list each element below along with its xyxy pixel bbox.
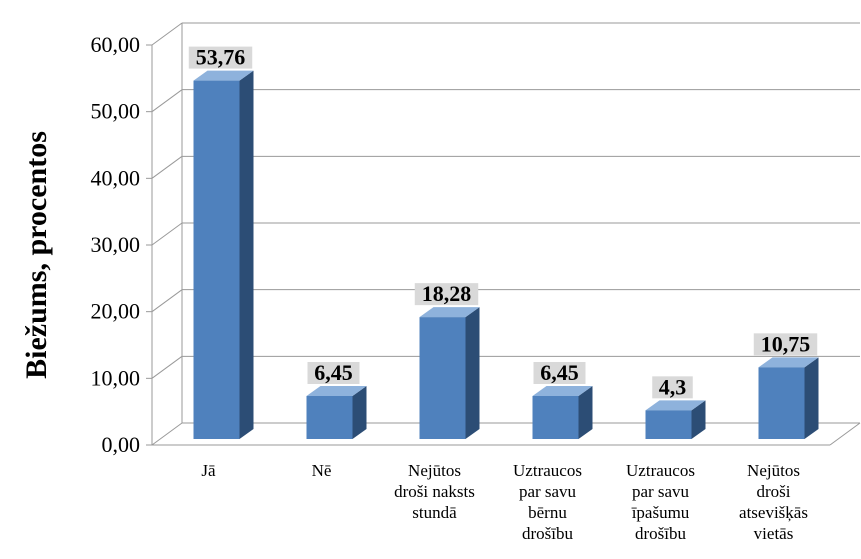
y-tick-label: 30,00 xyxy=(91,232,141,257)
data-label-box xyxy=(533,362,586,384)
y-axis-title: Biežums, procentos xyxy=(20,131,53,379)
bar-side xyxy=(352,386,367,439)
gridline-diagonal xyxy=(151,89,183,113)
x-tick-label: Uztraucos par savu īpašumu drošību xyxy=(626,461,695,543)
gridline-diagonal xyxy=(151,422,183,446)
bar-top xyxy=(645,400,706,411)
bar xyxy=(758,367,805,439)
gridline-diagonal xyxy=(151,22,183,46)
data-label-box xyxy=(652,376,693,399)
x-tick-label: Nē xyxy=(312,461,332,480)
bar xyxy=(532,396,579,439)
bar-side xyxy=(578,386,593,439)
bar-side xyxy=(691,400,706,439)
y-tick-label: 0,00 xyxy=(102,432,141,457)
data-label-box xyxy=(414,283,479,306)
bar-top xyxy=(306,386,367,396)
x-tick-label: Nejūtos droši atsevišķās vietās xyxy=(739,461,808,543)
y-tick-label: 40,00 xyxy=(91,165,141,190)
x-tick-label: Uztraucos par savu bērnu drošību xyxy=(513,461,582,543)
bar xyxy=(193,80,240,439)
y-tick-label: 10,00 xyxy=(91,365,141,390)
data-label: 4,3 xyxy=(659,374,687,399)
floor-edge xyxy=(829,422,861,446)
bar-side xyxy=(804,357,819,439)
data-label-box xyxy=(307,362,360,384)
data-label-box xyxy=(188,46,253,69)
bar xyxy=(645,410,692,439)
bar-top xyxy=(419,307,480,318)
x-tick-label: Jā xyxy=(201,461,216,480)
data-label: 6,45 xyxy=(540,360,579,385)
data-label: 18,28 xyxy=(422,281,472,306)
data-label: 10,75 xyxy=(761,331,811,356)
gridline-diagonal xyxy=(151,155,183,179)
bar xyxy=(306,396,353,439)
y-tick-label: 50,00 xyxy=(91,99,141,124)
bar-side xyxy=(465,307,480,439)
bar-top xyxy=(193,70,254,81)
gridline-diagonal xyxy=(151,222,183,246)
x-tick-label: Nejūtos droši naksts stundā xyxy=(394,461,475,522)
data-label-box xyxy=(753,333,818,356)
bar-top xyxy=(758,357,819,368)
gridline-diagonal xyxy=(151,355,183,379)
y-tick-label: 60,00 xyxy=(91,32,141,57)
bar xyxy=(419,317,466,439)
bar-side xyxy=(239,70,254,439)
gridline-diagonal xyxy=(151,289,183,313)
data-label: 6,45 xyxy=(314,360,353,385)
data-label: 53,76 xyxy=(196,45,246,70)
y-tick-label: 20,00 xyxy=(91,299,141,324)
bar-top xyxy=(532,386,593,396)
